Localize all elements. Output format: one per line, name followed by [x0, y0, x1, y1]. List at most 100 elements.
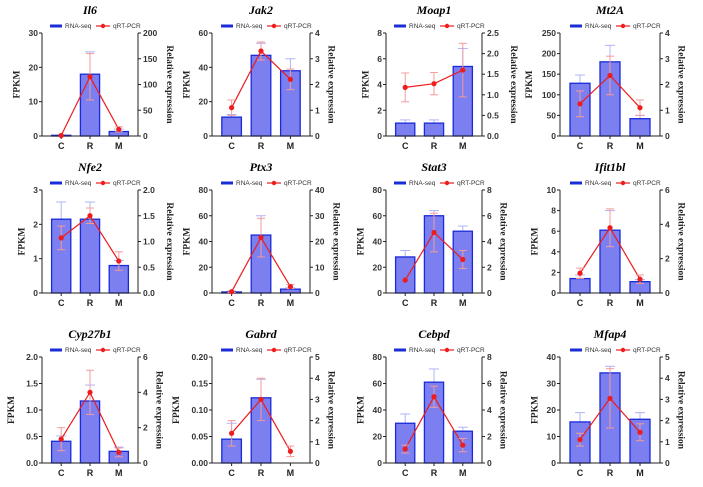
y2-tick-label: 4: [487, 237, 492, 247]
y2-tick-label: 20: [315, 237, 325, 247]
y2-tick-label: 2: [487, 432, 492, 442]
y-axis-label: FPKM: [530, 227, 540, 255]
qpcr-point-M: [116, 449, 122, 455]
y-tick-label: 20: [199, 262, 209, 272]
x-tick-label: C: [577, 468, 584, 478]
y-tick-label: 200: [542, 49, 556, 59]
qpcr-point-M: [287, 76, 293, 82]
x-tick-label: M: [636, 141, 644, 151]
y2-tick-label: 1.5: [143, 211, 155, 221]
y-axis-label: FPKM: [182, 227, 192, 255]
y-axis-label: FPKM: [530, 396, 540, 424]
qpcr-point-R: [607, 225, 613, 231]
y2-tick-label: 2: [143, 423, 148, 433]
y-tick-label: 0.5: [26, 432, 38, 442]
qpcr-point-M: [460, 256, 466, 263]
legend-rnaseq-label: RNA-seq: [409, 23, 436, 30]
y2-tick-label: 0.5: [143, 262, 155, 272]
subplot-mt2a: Mt2A RNA-seq qRT-PCR 0 50 100 150 200 250 0 1 2 3 4 C R…: [525, 3, 685, 151]
y2-tick-label: 4: [143, 387, 148, 397]
y2-tick-label: 0: [665, 131, 670, 141]
y2-axis-label: Relative expression: [675, 202, 685, 281]
y2-axis-label: Relative expression: [164, 202, 174, 281]
bar-C: [394, 122, 416, 137]
y-tick-label: 20: [547, 405, 557, 415]
legend-qpcr-marker: [620, 347, 626, 353]
y2-axis-label: Relative expression: [325, 371, 335, 450]
y2-tick-label: 1.0: [487, 90, 499, 100]
y-tick-label: 40: [373, 405, 383, 415]
qpcr-point-R: [258, 396, 264, 402]
y-axis-label: FPKM: [356, 396, 366, 424]
qpcr-point-C: [402, 277, 408, 283]
y2-tick-label: 0: [665, 288, 670, 298]
y-tick-label: 0: [203, 131, 208, 141]
y-tick-label: 4: [377, 80, 382, 90]
subplot-title: Mt2A: [595, 3, 624, 17]
y2-tick-label: 2: [665, 80, 670, 90]
qpcr-point-M: [116, 126, 122, 132]
x-tick-label: M: [115, 298, 123, 308]
y-tick-label: 100: [542, 90, 556, 100]
legend-qpcr-marker: [271, 23, 277, 29]
x-tick-label: M: [287, 298, 295, 308]
y-tick-label: 0.0: [26, 458, 38, 468]
y-tick-label: 6: [551, 226, 556, 236]
y2-tick-label: 8: [487, 352, 492, 362]
y2-tick-label: 1.5: [487, 69, 499, 79]
y2-tick-label: 0: [315, 458, 320, 468]
subplot-gabrd: Gabrd RNA-seq qRT-PCR 0.00 0.05 0.10 0.15 0.20 0…: [172, 327, 335, 478]
qpcr-point-M: [116, 258, 122, 264]
qpcr-point-C: [402, 446, 408, 452]
qpcr-point-R: [607, 395, 613, 401]
qpcr-point-C: [229, 289, 235, 295]
y-tick-label: 0: [377, 131, 382, 141]
legend-qpcr-marker: [620, 23, 626, 29]
y-tick-label: 20: [199, 97, 209, 107]
y-tick-label: 40: [373, 237, 383, 247]
qpcr-point-R: [431, 81, 437, 87]
y-tick-label: 1.5: [26, 379, 38, 389]
qpcr-point-M: [287, 283, 293, 290]
x-tick-label: C: [58, 468, 65, 478]
x-tick-label: C: [402, 468, 409, 478]
legend-qpcr-label: qRT-PCR: [457, 23, 485, 30]
y-tick-label: 0: [377, 288, 382, 298]
bar-M: [279, 288, 301, 294]
y2-tick-label: 1: [315, 105, 320, 115]
y-axis-label: FPKM: [182, 70, 192, 98]
y-axis-label: FPKM: [525, 70, 535, 98]
legend-qpcr-marker: [100, 180, 106, 186]
y-tick-label: 0.15: [191, 379, 208, 389]
y2-tick-label: 1: [665, 437, 670, 447]
y2-tick-label: 4: [665, 28, 670, 38]
subplot-title: Moap1: [416, 3, 452, 17]
y2-tick-label: 2: [665, 254, 670, 264]
y2-tick-label: 2.0: [487, 49, 499, 59]
x-tick-label: C: [228, 298, 235, 308]
y2-tick-label: 3: [665, 394, 670, 404]
y-tick-label: 0.20: [191, 352, 208, 362]
y2-tick-label: 200: [143, 28, 157, 38]
y-tick-label: 20: [29, 62, 39, 72]
x-tick-label: R: [607, 298, 614, 308]
y2-tick-label: 3: [665, 54, 670, 64]
y-tick-label: 80: [373, 352, 383, 362]
x-tick-label: M: [115, 141, 123, 151]
legend-rnaseq-label: RNA-seq: [585, 23, 612, 30]
bar-C: [394, 256, 416, 294]
y2-tick-label: 4: [487, 405, 492, 415]
legend-qpcr-marker: [271, 180, 277, 186]
legend-qpcr-marker: [620, 180, 626, 186]
y2-axis-label: Relative expression: [331, 202, 341, 281]
legend-rnaseq-label: RNA-seq: [236, 347, 263, 354]
qpcr-point-R: [87, 213, 93, 219]
subplot-cebpd: Cebpd RNA-seq qRT-PCR 0 20 40 60 80 0 2 4 6 8 C R M FPKM…: [356, 327, 507, 478]
legend-qpcr-label: qRT-PCR: [633, 347, 661, 354]
y2-tick-label: 30: [315, 211, 325, 221]
subplot-stat3: Stat3 RNA-seq qRT-PCR 0 20 40 60 80 0 2 4 6 8 C R M FPKM…: [356, 160, 507, 308]
legend-rnaseq-label: RNA-seq: [65, 23, 92, 30]
x-tick-label: R: [431, 298, 438, 308]
subplot-title: Gabrd: [245, 327, 277, 341]
x-tick-label: C: [228, 141, 235, 151]
